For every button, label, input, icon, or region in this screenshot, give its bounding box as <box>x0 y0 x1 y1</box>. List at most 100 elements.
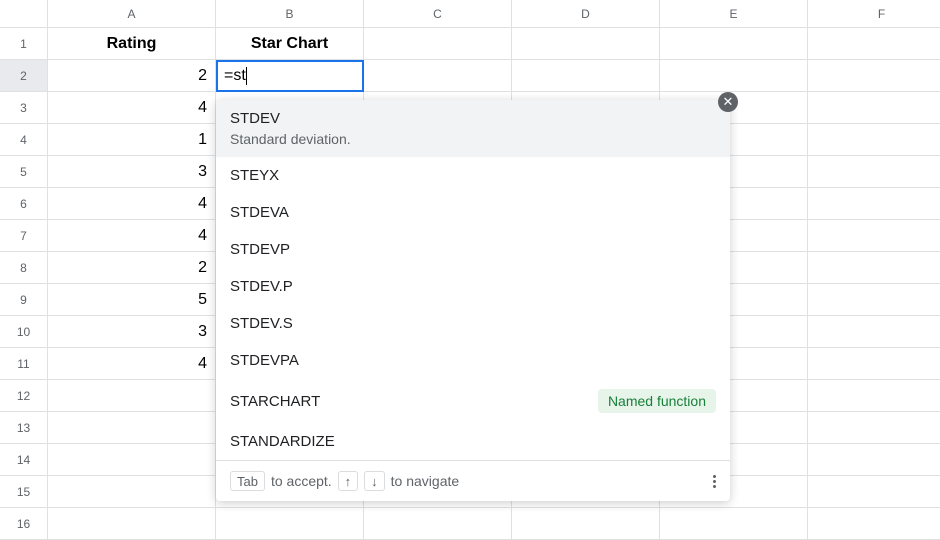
row-number[interactable]: 12 <box>0 380 48 411</box>
cell-B16[interactable] <box>216 508 364 539</box>
corner-cell[interactable] <box>0 0 48 27</box>
cell-A10[interactable]: 3 <box>48 316 216 347</box>
function-name: STEYX <box>230 167 279 184</box>
formula-text: =st <box>224 67 246 85</box>
cell-A7[interactable]: 4 <box>48 220 216 251</box>
cell-D1[interactable] <box>512 28 660 59</box>
function-name: STDEV.P <box>230 278 293 295</box>
function-name: STARCHART <box>230 393 320 410</box>
col-header-B[interactable]: B <box>216 0 364 27</box>
cell-F2[interactable] <box>808 60 940 91</box>
cell-F15[interactable] <box>808 476 940 507</box>
row-number[interactable]: 15 <box>0 476 48 507</box>
row-number[interactable]: 10 <box>0 316 48 347</box>
function-name: STDEVPA <box>230 352 299 369</box>
function-name: STDEVA <box>230 204 289 221</box>
up-key-hint: ↑ <box>338 471 359 491</box>
cell-F7[interactable] <box>808 220 940 251</box>
cell-A4[interactable]: 1 <box>48 124 216 155</box>
cell-F1[interactable] <box>808 28 940 59</box>
row-number[interactable]: 14 <box>0 444 48 475</box>
autocomplete-item[interactable]: STEYX <box>216 157 730 194</box>
cell-D2[interactable] <box>512 60 660 91</box>
text-cursor <box>246 67 247 85</box>
autocomplete-item[interactable]: STANDARDIZE <box>216 423 730 460</box>
cell-A16[interactable] <box>48 508 216 539</box>
cell-F13[interactable] <box>808 412 940 443</box>
cell-F10[interactable] <box>808 316 940 347</box>
row-number[interactable]: 16 <box>0 508 48 539</box>
cell-C2[interactable] <box>364 60 512 91</box>
cell-A2[interactable]: 2 <box>48 60 216 91</box>
row-number[interactable]: 13 <box>0 412 48 443</box>
col-header-F[interactable]: F <box>808 0 940 27</box>
formula-autocomplete-dropdown: ✕ STDEVStandard deviation.STEYXSTDEVASTD… <box>216 100 730 501</box>
autocomplete-footer: Tab to accept. ↑ ↓ to navigate <box>216 460 730 501</box>
function-name: STDEV.S <box>230 315 293 332</box>
row-number[interactable]: 5 <box>0 156 48 187</box>
cell-A6[interactable]: 4 <box>48 188 216 219</box>
row-number[interactable]: 2 <box>0 60 48 91</box>
footer-text-nav: to navigate <box>391 473 460 489</box>
function-name: STANDARDIZE <box>230 433 335 450</box>
autocomplete-item[interactable]: STDEV Standard deviation. <box>216 100 730 157</box>
col-header-A[interactable]: A <box>48 0 216 27</box>
autocomplete-item[interactable]: STDEVPA <box>216 342 730 379</box>
cell-A12[interactable] <box>48 380 216 411</box>
cell-A5[interactable]: 3 <box>48 156 216 187</box>
cell-F14[interactable] <box>808 444 940 475</box>
cell-E1[interactable] <box>660 28 808 59</box>
row-number[interactable]: 8 <box>0 252 48 283</box>
close-icon[interactable]: ✕ <box>718 92 738 112</box>
named-function-badge: Named function <box>598 389 716 413</box>
cell-F16[interactable] <box>808 508 940 539</box>
cell-F11[interactable] <box>808 348 940 379</box>
autocomplete-item[interactable]: STARCHART Named function <box>216 379 730 423</box>
cell-A14[interactable] <box>48 444 216 475</box>
active-cell-editor[interactable]: =st <box>216 60 364 92</box>
grid-row: 1RatingStar Chart <box>0 28 940 60</box>
row-number[interactable]: 6 <box>0 188 48 219</box>
row-number[interactable]: 11 <box>0 348 48 379</box>
cell-E16[interactable] <box>660 508 808 539</box>
cell-F3[interactable] <box>808 92 940 123</box>
tab-key-hint: Tab <box>230 471 265 491</box>
cell-F4[interactable] <box>808 124 940 155</box>
cell-E2[interactable] <box>660 60 808 91</box>
more-options-icon[interactable] <box>713 475 716 488</box>
autocomplete-item[interactable]: STDEV.P <box>216 268 730 305</box>
footer-text-accept: to accept. <box>271 473 332 489</box>
row-number[interactable]: 7 <box>0 220 48 251</box>
cell-A9[interactable]: 5 <box>48 284 216 315</box>
cell-A11[interactable]: 4 <box>48 348 216 379</box>
cell-C1[interactable] <box>364 28 512 59</box>
cell-F5[interactable] <box>808 156 940 187</box>
cell-F12[interactable] <box>808 380 940 411</box>
cell-C16[interactable] <box>364 508 512 539</box>
cell-F8[interactable] <box>808 252 940 283</box>
col-header-D[interactable]: D <box>512 0 660 27</box>
function-name: STDEV <box>230 110 351 127</box>
autocomplete-item[interactable]: STDEV.S <box>216 305 730 342</box>
row-number[interactable]: 4 <box>0 124 48 155</box>
cell-B1[interactable]: Star Chart <box>216 28 364 59</box>
grid-row: 22 <box>0 60 940 92</box>
cell-F6[interactable] <box>808 188 940 219</box>
cell-A15[interactable] <box>48 476 216 507</box>
column-header-row: A B C D E F <box>0 0 940 28</box>
cell-A3[interactable]: 4 <box>48 92 216 123</box>
row-number[interactable]: 3 <box>0 92 48 123</box>
cell-A13[interactable] <box>48 412 216 443</box>
cell-F9[interactable] <box>808 284 940 315</box>
row-number[interactable]: 1 <box>0 28 48 59</box>
cell-D16[interactable] <box>512 508 660 539</box>
cell-A1[interactable]: Rating <box>48 28 216 59</box>
cell-A8[interactable]: 2 <box>48 252 216 283</box>
down-key-hint: ↓ <box>364 471 385 491</box>
col-header-E[interactable]: E <box>660 0 808 27</box>
autocomplete-item[interactable]: STDEVP <box>216 231 730 268</box>
autocomplete-item[interactable]: STDEVA <box>216 194 730 231</box>
row-number[interactable]: 9 <box>0 284 48 315</box>
function-description: Standard deviation. <box>230 131 351 147</box>
col-header-C[interactable]: C <box>364 0 512 27</box>
